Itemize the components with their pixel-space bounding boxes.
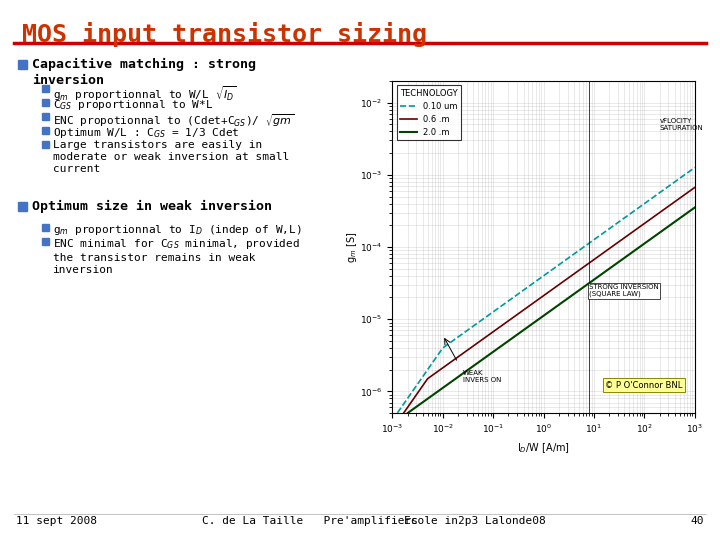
Text: C. de La Taille   Pre'amplifiers: C. de La Taille Pre'amplifiers (202, 516, 418, 526)
Text: Large transistors are easily in
moderate or weak inversion at small
current: Large transistors are easily in moderate… (53, 140, 289, 174)
0.6 .m (531, 298, 540, 305)
Text: 11 sept 2008: 11 sept 2008 (16, 516, 97, 526)
Text: Optimum W/L : C$_{GS}$ = 1/3 Cdet: Optimum W/L : C$_{GS}$ = 1/3 Cdet (53, 126, 240, 140)
0.10 um (636, 204, 644, 210)
Bar (42, 99, 49, 106)
Text: g$_m$ proportionnal to W/L $\sqrt{I_D}$: g$_m$ proportionnal to W/L $\sqrt{I_D}$ (53, 84, 236, 103)
Text: Ecole in2p3 Lalonde08: Ecole in2p3 Lalonde08 (404, 516, 546, 526)
0.6 .m (636, 223, 644, 230)
Bar (18, 60, 27, 69)
0.10 um (683, 170, 692, 176)
0.10 um (531, 278, 540, 285)
2.0 .m (636, 244, 644, 250)
0.10 um (690, 164, 699, 171)
Text: STRONG INVERSION
(SQUARE LAW): STRONG INVERSION (SQUARE LAW) (589, 284, 659, 297)
Text: 40: 40 (690, 516, 704, 526)
Bar (42, 85, 49, 92)
Line: 0.10 um: 0.10 um (392, 167, 695, 420)
X-axis label: I$_D$/W [A/m]: I$_D$/W [A/m] (517, 441, 570, 455)
2.0 .m (531, 318, 540, 325)
Text: Capacitive matching : strong
inversion: Capacitive matching : strong inversion (32, 58, 256, 87)
2.0 .m (534, 316, 542, 323)
Text: ENC minimal for C$_{GS}$ minimal, provided
the transistor remains in weak
invers: ENC minimal for C$_{GS}$ minimal, provid… (53, 237, 300, 275)
0.10 um (388, 417, 397, 423)
0.10 um (552, 264, 560, 270)
Text: vFLOCITY
SATURATION: vFLOCITY SATURATION (660, 118, 703, 131)
Bar (42, 238, 49, 245)
Y-axis label: g$_m$ [S]: g$_m$ [S] (345, 231, 359, 263)
Text: g$_m$ proportionnal to I$_D$ (indep of W,L): g$_m$ proportionnal to I$_D$ (indep of W… (53, 223, 302, 237)
Bar (42, 224, 49, 231)
Bar (42, 113, 49, 120)
Legend: 0.10 um, 0.6 .m, 2.0 .m: 0.10 um, 0.6 .m, 2.0 .m (397, 85, 461, 140)
Line: 2.0 .m: 2.0 .m (392, 207, 695, 435)
Text: MOS input transistor sizing: MOS input transistor sizing (22, 22, 427, 47)
2.0 .m (388, 431, 397, 438)
Line: 0.6 .m: 0.6 .m (392, 187, 695, 429)
2.0 .m (568, 292, 577, 298)
2.0 .m (552, 303, 560, 310)
0.6 .m (552, 284, 560, 290)
Bar (18, 202, 27, 211)
Text: C$_{GS}$ proportionnal to W*L: C$_{GS}$ proportionnal to W*L (53, 98, 213, 112)
Text: © P O'Connor BNL: © P O'Connor BNL (606, 381, 683, 390)
0.6 .m (683, 190, 692, 196)
2.0 .m (683, 210, 692, 216)
0.6 .m (568, 272, 577, 278)
Text: WEAK
INVERS ON: WEAK INVERS ON (463, 370, 501, 383)
Text: Optimum size in weak inversion: Optimum size in weak inversion (32, 200, 272, 213)
0.6 .m (534, 296, 542, 303)
Bar (42, 141, 49, 148)
0.10 um (534, 276, 542, 283)
Text: ENC propotionnal to (Cdet+C$_{GS}$)/ $\sqrt{gm}$: ENC propotionnal to (Cdet+C$_{GS}$)/ $\s… (53, 112, 294, 129)
0.6 .m (388, 426, 397, 433)
0.10 um (568, 252, 577, 259)
0.6 .m (690, 184, 699, 191)
Bar (42, 127, 49, 134)
2.0 .m (690, 204, 699, 211)
